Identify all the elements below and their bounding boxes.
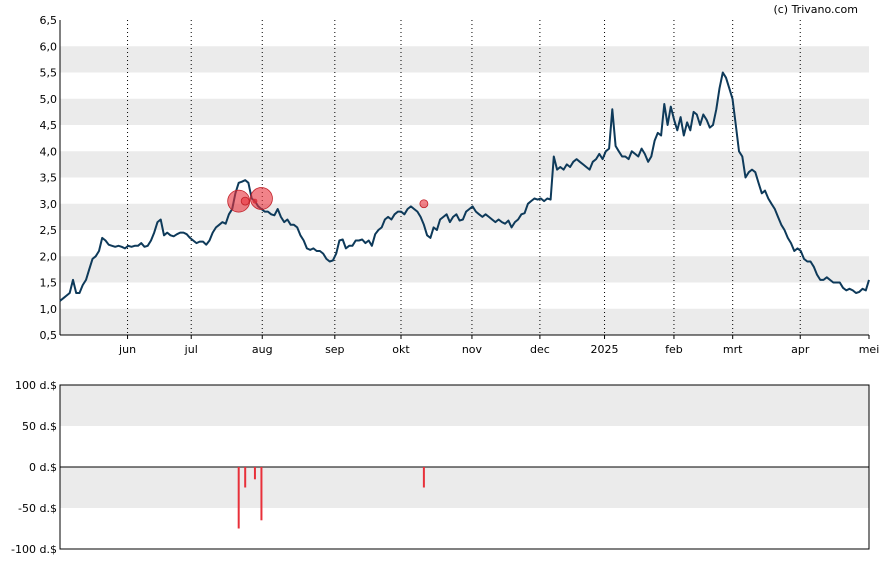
price-x-tick-label: okt xyxy=(392,343,410,356)
volume-y-tick-label: 0 d.$ xyxy=(29,461,57,474)
price-y-tick-label: 3,5 xyxy=(40,172,58,185)
volume-y-tick-label: -50 d.$ xyxy=(18,502,57,515)
price-y-ticks: 6,5 6,0 5,5 5,0 4,5 4,0 3,5 3,0 2,5 2,0 1,5 1,0 0,5 xyxy=(40,14,58,342)
price-line xyxy=(59,71,870,302)
credit-label: (c) Trivano.com xyxy=(773,3,858,16)
volume-bands xyxy=(60,385,869,508)
insider-trade-bubble xyxy=(419,199,429,209)
volume-y-ticks: 100 d.$ 50 d.$ 0 d.$ -50 d.$ -100 d.$ xyxy=(11,379,57,556)
volume-y-tick-label: 50 d.$ xyxy=(22,420,57,433)
insider-trade-bubble xyxy=(240,196,250,206)
volume-y-tick-label: 100 d.$ xyxy=(15,379,57,392)
price-band xyxy=(60,98,869,125)
price-y-tick-label: 4,0 xyxy=(40,145,58,158)
price-x-tick-label: feb xyxy=(665,343,683,356)
insider-trade-bubble xyxy=(250,187,273,210)
price-y-tick-label: 3,0 xyxy=(40,198,58,211)
price-bands xyxy=(60,46,869,335)
price-x-tick-label: nov xyxy=(462,343,483,356)
volume-band xyxy=(60,385,869,426)
volume-band xyxy=(60,467,869,508)
price-y-tick-label: 0,5 xyxy=(40,329,58,342)
price-x-tick-label: apr xyxy=(791,343,810,356)
price-band xyxy=(60,256,869,283)
price-x-tick-label: mrt xyxy=(723,343,743,356)
price-y-tick-label: 1,5 xyxy=(40,277,58,290)
price-x-tick-label: jul xyxy=(184,343,198,356)
price-x-tick-label: dec xyxy=(530,343,550,356)
volume-y-tick-label: -100 d.$ xyxy=(11,543,57,556)
price-x-axis: jun jul aug sep okt nov dec 2025 feb mrt apr mei xyxy=(118,20,879,356)
price-y-tick-label: 2,0 xyxy=(40,250,58,263)
price-x-tick-label: jun xyxy=(118,343,136,356)
price-y-tick-label: 5,5 xyxy=(40,67,58,80)
price-x-tick-label: sep xyxy=(325,343,344,356)
price-y-tick-label: 5,0 xyxy=(40,93,58,106)
insider-trade-bubble xyxy=(227,189,251,213)
price-x-tick-label: 2025 xyxy=(591,343,619,356)
price-x-tick-label: mei xyxy=(859,343,880,356)
price-y-tick-label: 2,5 xyxy=(40,224,58,237)
price-y-tick-label: 1,0 xyxy=(40,303,58,316)
price-y-tick-label: 4,5 xyxy=(40,119,58,132)
price-y-tick-label: 6,5 xyxy=(40,14,58,27)
price-x-tick-label: aug xyxy=(252,343,273,356)
price-band xyxy=(60,151,869,178)
price-band xyxy=(60,46,869,73)
price-y-tick-label: 6,0 xyxy=(40,40,58,53)
price-band xyxy=(60,308,869,335)
